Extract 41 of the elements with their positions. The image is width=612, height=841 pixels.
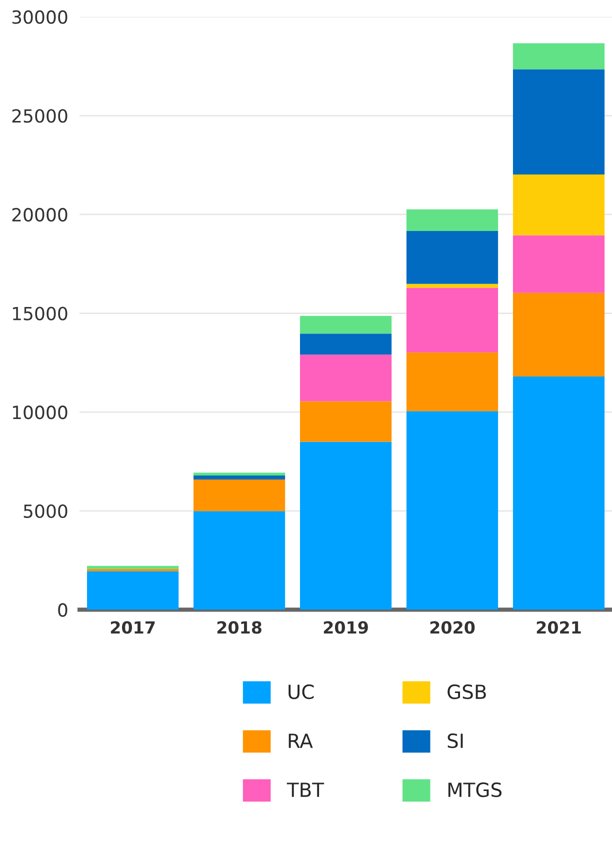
bar (512, 69, 605, 175)
x-tick-label: 2021 (536, 621, 581, 634)
bar (300, 354, 392, 402)
bar (512, 376, 605, 610)
bar (406, 284, 498, 288)
y-tick-label: 20000 (12, 208, 68, 222)
bar (512, 235, 605, 293)
bar (194, 479, 286, 512)
legend-label: RA (288, 734, 313, 748)
legend-label: UC (288, 684, 314, 700)
bar (406, 352, 498, 412)
y-tick-label: 25000 (12, 109, 68, 123)
bar (300, 401, 392, 442)
bar (406, 231, 498, 284)
legend-label: GSB (448, 684, 486, 700)
x-tick-label: 2017 (110, 621, 155, 634)
bar (512, 174, 605, 236)
bar (406, 411, 498, 610)
bar (194, 472, 286, 476)
bar (87, 571, 179, 610)
y-tick-label: 10000 (12, 406, 68, 420)
bar (194, 476, 286, 480)
legend-label: SI (448, 733, 463, 748)
x-tick-label: 2018 (217, 621, 262, 634)
bar (406, 209, 498, 232)
bar (194, 511, 286, 610)
x-tick-label: 2020 (430, 621, 475, 634)
y-tick-label: 0 (58, 603, 68, 617)
bar (300, 334, 392, 355)
x-tick-label: 2019 (324, 621, 368, 634)
bar (406, 288, 498, 352)
bar (512, 292, 605, 377)
bar (300, 442, 392, 610)
legend-label: TBT (286, 782, 324, 797)
bar (512, 43, 605, 70)
y-tick-label: 30000 (12, 10, 68, 24)
y-tick-label: 5000 (24, 504, 68, 518)
y-tick-label: 15000 (12, 306, 68, 320)
legend-label: MTGS (448, 782, 502, 798)
bar (300, 316, 392, 334)
bar (87, 566, 179, 569)
